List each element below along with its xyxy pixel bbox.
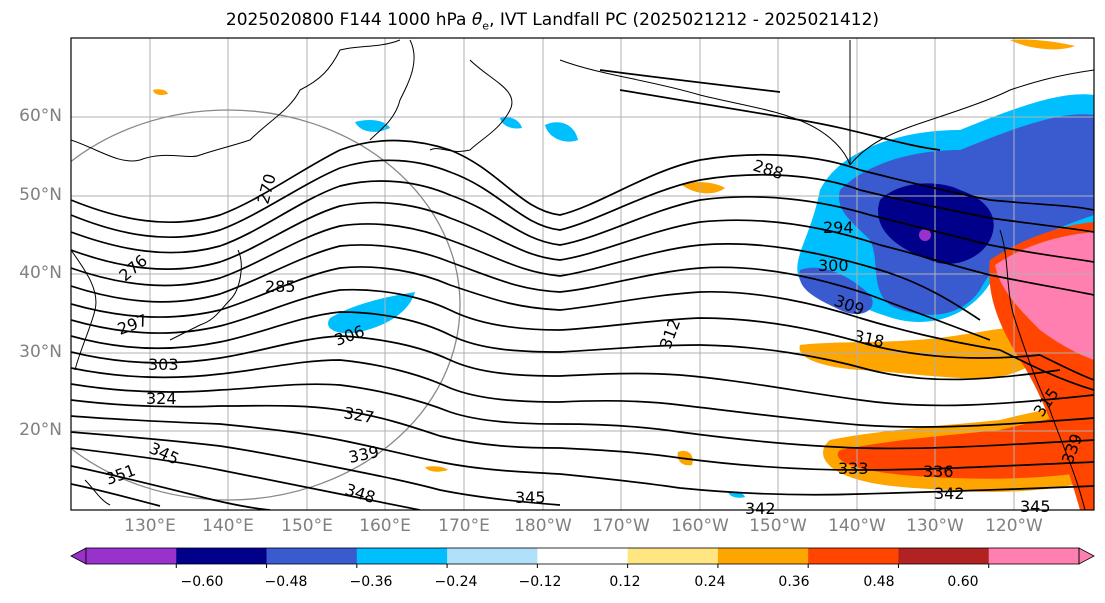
contour-label: 345 [515, 488, 546, 507]
map-frame [70, 37, 1095, 511]
colorbar-cell [627, 548, 719, 564]
contour-label: 285 [265, 277, 296, 296]
contour-labels: 270 276 285 288 294 300 309 318 306 303 … [103, 156, 1086, 518]
contour-label: 342 [934, 484, 965, 503]
lon-label: 140°E [202, 516, 254, 536]
colorbar-cells [70, 547, 1095, 568]
theta-e-contours [71, 69, 1094, 510]
colorbar-tick: −0.12 [518, 574, 562, 590]
colorbar-cell [86, 548, 177, 564]
lat-label: 30°N [19, 342, 62, 362]
colorbar-tick: 0.48 [863, 574, 895, 590]
colorbar-tick: −0.36 [349, 574, 393, 590]
lon-label: 130°E [124, 516, 176, 536]
colorbar-extend-high [1078, 547, 1095, 565]
colorbar-cell [537, 548, 629, 564]
colorbar-cell [356, 548, 448, 564]
gridlines [71, 38, 1094, 510]
colorbar [70, 547, 1095, 568]
lon-label: 150°E [281, 516, 333, 536]
colorbar-tick: 0.36 [778, 574, 810, 590]
contour-label: 303 [148, 355, 179, 374]
lon-label: 130°W [906, 516, 964, 536]
colorbar-frame [85, 547, 1080, 565]
contour-label: 336 [923, 462, 954, 481]
contour-label: 333 [838, 459, 869, 478]
lon-label: 140°W [828, 516, 886, 536]
contour-label: 345 [1020, 497, 1051, 516]
map-layers [71, 38, 1094, 510]
colorbar-tick: −0.60 [180, 574, 224, 590]
colorbar-cell [898, 548, 990, 564]
lat-label: 20°N [19, 420, 62, 440]
lon-label: 170°E [438, 516, 490, 536]
colorbar-cell [808, 548, 899, 564]
map-title: 2025020800 F144 1000 hPa θe, IVT Landfal… [225, 10, 880, 33]
contour-label: 300 [818, 256, 849, 275]
pc-region-circle [71, 109, 461, 501]
colorbar-tick: −0.48 [264, 574, 308, 590]
lat-label: 60°N [19, 106, 62, 126]
colorbar-tick: 0.24 [694, 574, 726, 590]
lon-label: 160°E [359, 516, 411, 536]
colorbar-cell [176, 548, 268, 564]
lat-label: 40°N [19, 263, 62, 283]
lon-label: 120°W [985, 516, 1043, 536]
lon-label: 180°W [514, 516, 572, 536]
lat-label: 50°N [19, 185, 62, 205]
lon-label: 160°W [671, 516, 729, 536]
lon-label: 170°W [592, 516, 650, 536]
contour-label: 342 [745, 499, 776, 518]
colorbar-tick: 0.12 [609, 574, 641, 590]
colorbar-cell [447, 548, 538, 564]
contour-label: 324 [146, 389, 177, 408]
colorbar-cell [717, 548, 809, 564]
colorbar-cell [988, 548, 1080, 564]
lon-label: 150°W [749, 516, 807, 536]
coastlines [71, 39, 1094, 510]
colorbar-tick: 0.60 [947, 574, 979, 590]
contour-label: 294 [823, 218, 854, 237]
colorbar-cell [266, 548, 358, 564]
colorbar-tick: −0.24 [434, 574, 478, 590]
colorbar-extend-low [70, 547, 87, 565]
pc-shading [153, 39, 1094, 510]
